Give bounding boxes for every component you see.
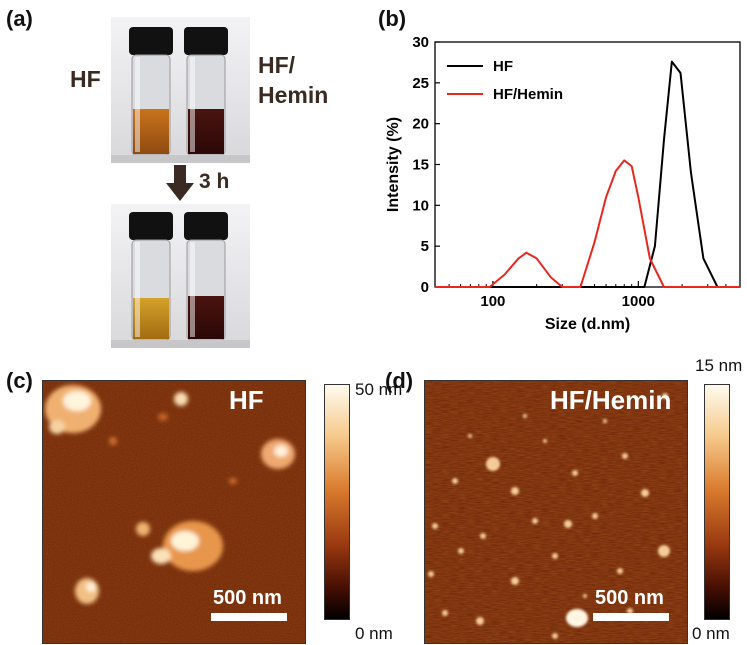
colorbar-c bbox=[324, 384, 350, 620]
time-label: 3 h bbox=[199, 170, 230, 193]
afm-c-title: HF bbox=[229, 385, 264, 415]
y-tick-label: 20 bbox=[412, 116, 429, 133]
series-line-hf-hemin bbox=[435, 159, 740, 288]
colorbar-d bbox=[704, 384, 730, 620]
hf-hemin-vial-label-line2: Hemin bbox=[258, 82, 329, 108]
afm-d-title: HF/Hemin bbox=[550, 385, 672, 415]
y-tick-label: 25 bbox=[412, 75, 429, 92]
down-arrow-icon bbox=[166, 165, 194, 201]
x-tick-label: 1000 bbox=[622, 293, 655, 310]
y-axis-label: Intensity (%) bbox=[385, 117, 402, 212]
legend-label: HF/Hemin bbox=[493, 86, 563, 103]
hf-hemin-vial-label-line1: HF/ bbox=[258, 52, 296, 78]
afm-c-scale-label: 500 nm bbox=[213, 587, 282, 609]
afm-d-scale-bar bbox=[593, 613, 669, 621]
panel-a-label: (a) bbox=[6, 6, 33, 31]
series-line-hf bbox=[435, 60, 740, 288]
colorbar-d-min: 0 nm bbox=[692, 624, 730, 643]
afm-image-hf: HF 500 nm bbox=[42, 380, 306, 644]
x-axis-label: Size (d.nm) bbox=[545, 316, 630, 333]
panel-b-label: (b) bbox=[378, 6, 407, 31]
colorbar-c-min: 0 nm bbox=[355, 624, 393, 643]
afm-d-scale-label: 500 nm bbox=[595, 587, 664, 609]
vials-photo-after bbox=[111, 204, 250, 348]
panel-d-label: (d) bbox=[385, 368, 414, 393]
legend-label: HF bbox=[493, 58, 513, 75]
vials-photo-before bbox=[111, 17, 250, 163]
hf-vial-label: HF bbox=[70, 66, 101, 92]
plot-frame bbox=[434, 41, 741, 288]
colorbar-d-max: 15 nm bbox=[695, 356, 743, 375]
y-tick-label: 5 bbox=[421, 238, 429, 255]
colorbar-c-max: 50 nm bbox=[355, 380, 403, 399]
dls-size-chart: 0 5 10 15 20 25 30 100 1000 Size (d.nm) Intensity … bbox=[385, 34, 741, 333]
y-tick-label: 15 bbox=[412, 157, 429, 174]
y-tick-label: 30 bbox=[412, 34, 429, 51]
y-tick-label: 0 bbox=[421, 279, 429, 296]
panel-c-label: (c) bbox=[6, 368, 33, 393]
afm-c-scale-bar bbox=[211, 613, 287, 621]
y-tick-label: 10 bbox=[412, 197, 429, 214]
x-tick-label: 100 bbox=[480, 293, 505, 310]
afm-image-hf-hemin: HF/Hemin 500 nm bbox=[424, 380, 688, 644]
